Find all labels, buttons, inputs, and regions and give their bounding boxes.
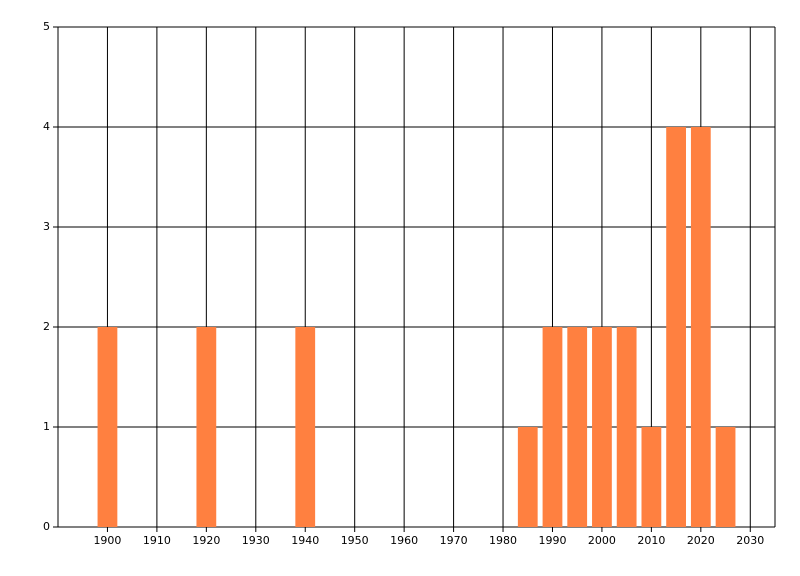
x-tick-label: 2000 <box>588 534 616 547</box>
bar <box>542 327 563 527</box>
x-tick-label: 1910 <box>143 534 171 547</box>
bar <box>196 327 217 527</box>
x-tick-label: 1960 <box>390 534 418 547</box>
bar <box>690 127 711 527</box>
x-tick-label: 1930 <box>242 534 270 547</box>
bar <box>567 327 588 527</box>
y-tick-label: 0 <box>43 520 50 533</box>
bar <box>592 327 612 527</box>
bar <box>666 127 686 527</box>
bar <box>97 327 118 527</box>
bar <box>641 427 662 527</box>
y-tick-label: 5 <box>43 20 50 33</box>
y-tick-label: 4 <box>43 120 50 133</box>
bar <box>295 327 316 527</box>
y-tick-label: 3 <box>43 220 50 233</box>
bar <box>616 327 637 527</box>
x-tick-label: 1940 <box>291 534 319 547</box>
y-tick-label: 2 <box>43 320 50 333</box>
x-tick-label: 1990 <box>538 534 566 547</box>
x-tick-label: 1920 <box>192 534 220 547</box>
x-tick-label: 1970 <box>440 534 468 547</box>
x-tick-label: 1980 <box>489 534 517 547</box>
x-tick-label: 1950 <box>341 534 369 547</box>
x-tick-label: 2020 <box>687 534 715 547</box>
bar <box>517 427 538 527</box>
x-tick-label: 2030 <box>736 534 764 547</box>
bar <box>715 427 736 527</box>
y-tick-label: 1 <box>43 420 50 433</box>
x-tick-label: 1900 <box>93 534 121 547</box>
x-tick-label: 2010 <box>637 534 665 547</box>
